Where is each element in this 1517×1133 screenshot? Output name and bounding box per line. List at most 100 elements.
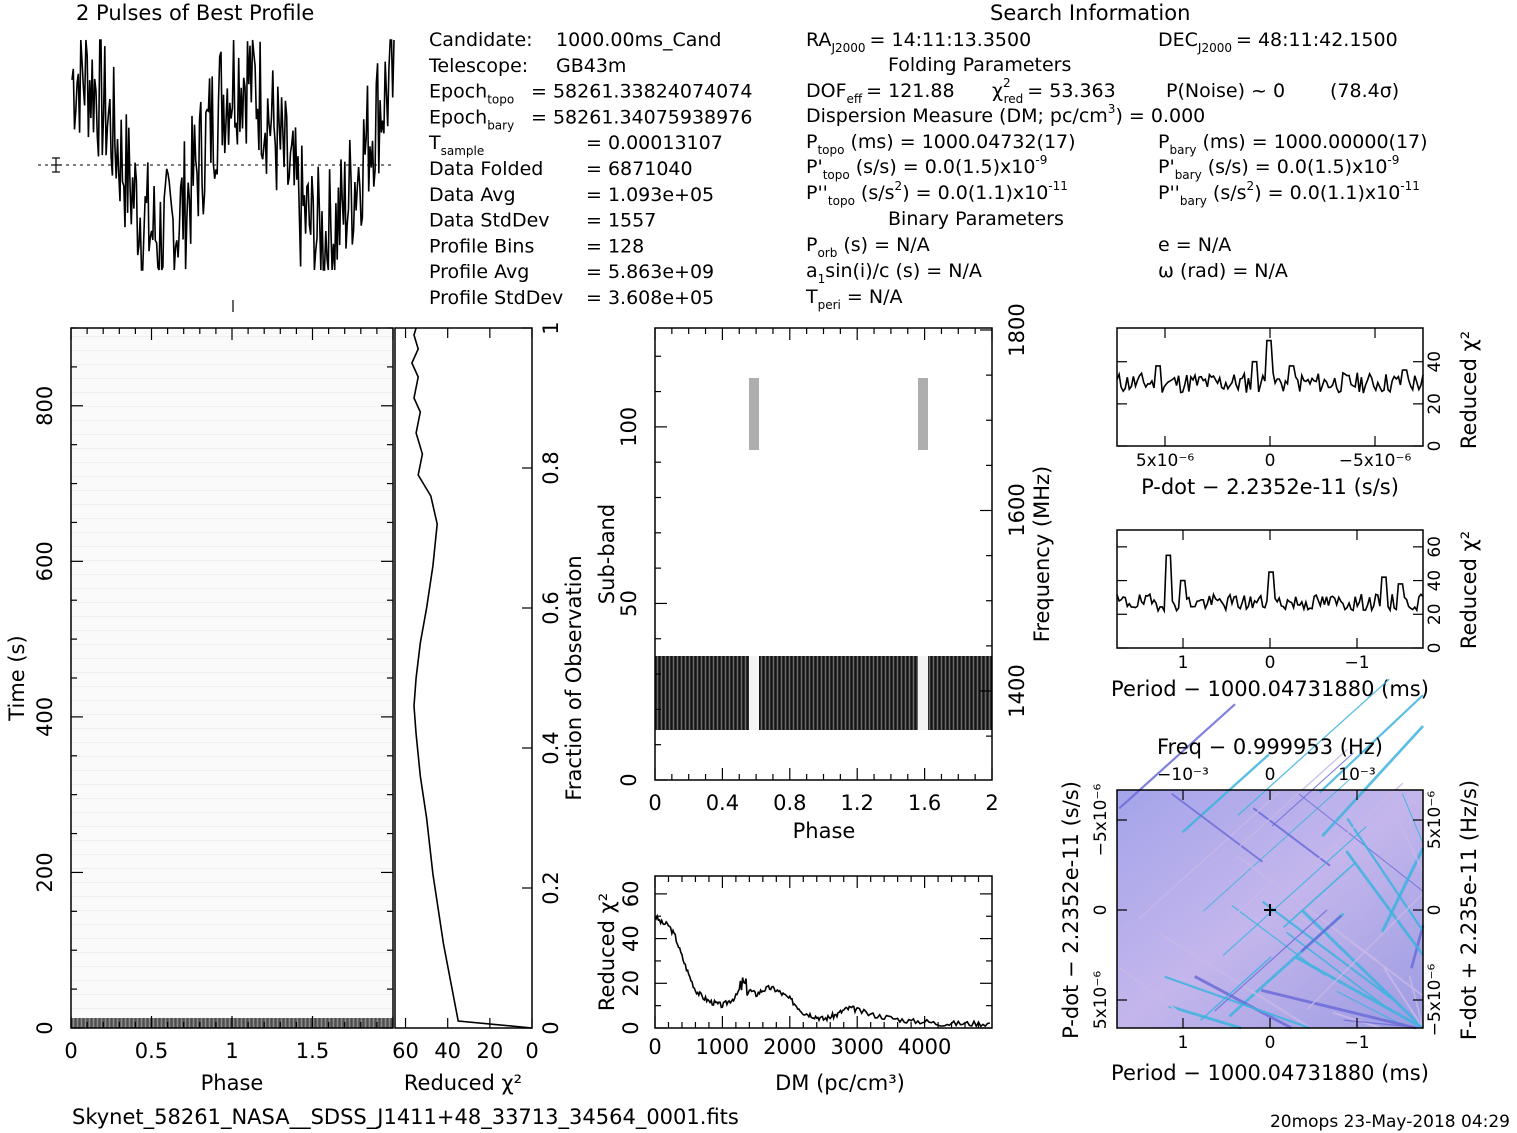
info-left-value: = 1.093e+05 (586, 184, 714, 206)
subband-gap-1 (749, 656, 759, 730)
p-pdot-plane-streaks (1118, 678, 1425, 1030)
omega-text: ω (rad) = N/A (1158, 260, 1288, 282)
pdot-chi-panel: 5x10⁻⁶ 0 −5x10⁻⁶ 0 20 40 P-dot − 2.2352e-11 … (1116, 327, 1481, 499)
p-pdot-plane-panel: 1 0 −1 −10⁻³ 0 10⁻³ 5x10⁻⁶0−5x10⁻⁶ −5x10⁻⁶05… (1059, 678, 1481, 1085)
info-left-label: Data StdDev (429, 210, 550, 232)
pdot-chi-ylabel: Reduced χ² (1457, 331, 1481, 449)
pdot-chi-xtick-label: 0 (1265, 451, 1276, 471)
p-pdot-plane-freq-ticks: −10⁻³ 0 10⁻³ (1157, 765, 1376, 800)
pdot-chi-ytick-label: 0 (1425, 441, 1445, 452)
info-left-label: Data Folded (429, 158, 543, 180)
subband-xtick-label: 1.2 (840, 791, 873, 815)
dm-chi-ytick-label: 60 (619, 881, 643, 908)
time-chi-xtick-label: 20 (476, 1039, 503, 1063)
info-left-label: Epochbary (429, 106, 514, 132)
pdot-chi-yticks: 0 20 40 (1117, 351, 1445, 452)
subband-pulse-2 (918, 378, 928, 450)
subband-xtick-label: 0.8 (773, 791, 806, 815)
plane-ytick-label: 5x10⁻⁶ (1091, 971, 1111, 1029)
plane-ytick-label: −5x10⁻⁶ (1091, 784, 1111, 857)
subband-freq-tick-label: 1400 (1005, 664, 1029, 717)
plane-streak (1286, 931, 1392, 1012)
svg-text:Ptopo(ms) = 1000.04732(17): Ptopo (ms) = 1000.04732(17) (806, 131, 1076, 157)
plane-xtick-label: 0 (1265, 1033, 1276, 1053)
plane-streak (1252, 807, 1331, 867)
svg-text:Dispersion Measure (DM; pc/cm3: Dispersion Measure (DM; pc/cm3) = 0.000 (806, 102, 1205, 127)
plane-streak (1345, 850, 1425, 956)
subband-xtick-label: 0.4 (706, 791, 739, 815)
info-left-value: = 3.608e+05 (586, 287, 714, 309)
plane-streak (1237, 678, 1390, 816)
p-pdot-plane-y2label: F-dot + 2.235e-11 (Hz/s) (1457, 780, 1481, 1040)
info-left-label: Profile Avg (429, 261, 529, 283)
pdot-chi-line (1116, 339, 1424, 394)
plane-xtick-label: −1 (1344, 1033, 1369, 1053)
info-left-label: Profile Bins (429, 235, 534, 257)
best-fit-marker (1264, 904, 1276, 916)
plane-streak (1200, 956, 1272, 1021)
subband-ylabel: Sub-band (595, 504, 619, 604)
time-phase-xtick-label: 0 (64, 1039, 77, 1063)
svg-text:Porb(s) = N/A: Porb (s) = N/A (806, 234, 930, 260)
dm-chi-xlabel: DM (pc/cm³) (775, 1071, 905, 1095)
dm-chi-ytick-label: 40 (619, 925, 643, 952)
porb-label: P (806, 234, 817, 256)
profile-title: 2 Pulses of Best Profile (76, 1, 314, 25)
plane-xtick-label: 1 (1178, 1033, 1189, 1053)
binary-title: Binary Parameters (888, 208, 1064, 230)
plane-streak (1171, 792, 1263, 863)
time-chi-panel: 60 40 20 0 0 0.2 0.4 0.6 0.8 1 Reduced χ² Fracti… (392, 321, 586, 1095)
dm-chi-ylabel: Reduced χ² (595, 893, 619, 1011)
dm-chi-xtick-label: 1000 (696, 1035, 749, 1059)
dm-chi-ytick-label: 20 (619, 970, 643, 997)
info-left-value: = 6871040 (586, 158, 693, 180)
subband-xticks: 0 0.4 0.8 1.2 1.6 2 (648, 328, 999, 815)
plane-streak (1301, 909, 1425, 1030)
svg-text:P''bary(s/s2) = 0.0(1.1)x10-11: P''bary (s/s2) = 0.0(1.1)x10-11 (1158, 179, 1420, 208)
time-phase-ytick-label: 0 (33, 1021, 57, 1034)
plane-streak (1214, 909, 1328, 1012)
pdtopo-label: P' (806, 156, 823, 178)
p-pdot-plane-xlabel: Period − 1000.04731880 (ms) (1111, 1061, 1429, 1085)
dm-chi-xtick-label: 3000 (830, 1035, 883, 1059)
dm-chi-xticks: 0 1000 2000 3000 4000 (648, 876, 980, 1059)
info-left-value: = 128 (586, 235, 644, 257)
time-phase-ylabel: Time (s) (5, 635, 29, 721)
svg-text:P'bary(s/s) = 0.0(1.5)x10-9: P'bary (s/s) = 0.0(1.5)x10-9 (1158, 153, 1399, 182)
time-phase-xlabel: Phase (201, 1071, 264, 1095)
plane-streak (1318, 694, 1424, 794)
info-left-label: Epochtopo (429, 81, 514, 107)
plane-streak (1118, 703, 1236, 810)
info-left-value: = 5.863e+09 (586, 261, 714, 283)
time-chi-xtick-label: 40 (434, 1039, 461, 1063)
subband-xtick-label: 2 (985, 791, 998, 815)
chi-label: χ (992, 80, 1003, 102)
timestamp-text: 20mops 23-May-2018 04:29 (1270, 1112, 1510, 1132)
dec-label: DEC (1158, 29, 1198, 51)
dof-label: DOF (806, 80, 847, 102)
subband-freq-tick-label: 1600 (1005, 483, 1029, 536)
plane-streak (1298, 793, 1424, 892)
p-pdot-plane-title: Freq − 0.999953 (Hz) (1157, 735, 1383, 759)
time-chi-xlabel: Reduced χ² (404, 1071, 522, 1095)
p-pdot-plane-ylabel: P-dot − 2.2352e-11 (s/s) (1059, 781, 1083, 1039)
plane-streak (1328, 924, 1424, 997)
subband-ytick-label: 50 (617, 590, 641, 617)
pnoise-text: P(Noise) ~ 0 (1166, 80, 1285, 102)
svg-text:DOFeff= 121.88: DOFeff = 121.88 (806, 80, 955, 106)
time-chi-xtick-label: 60 (392, 1039, 419, 1063)
plane-streak (1194, 975, 1293, 1030)
svg-text:DECJ2000= 48:11:42.1500: DECJ2000 = 48:11:42.1500 (1158, 29, 1398, 55)
profile-panel (38, 39, 395, 312)
p-pdot-plane-xticks: 1 0 −1 (1178, 1018, 1370, 1053)
period-chi-xtick-label: 1 (1178, 653, 1189, 673)
time-phase-panel: 0 0.5 1 1.5 0 200 400 600 800 Phase Time (s) (5, 327, 394, 1095)
plane-streak (1159, 932, 1312, 1029)
plane-freq-tick-label: 0 (1265, 765, 1276, 785)
time-phase-yticks: 0 200 400 600 800 (33, 327, 393, 1035)
plane-streak (1181, 753, 1270, 834)
time-phase-ytick-label: 600 (33, 541, 57, 581)
time-chi-ytick-label: 0 (539, 1021, 563, 1034)
time-chi-ytick-label: 0.2 (539, 871, 563, 904)
